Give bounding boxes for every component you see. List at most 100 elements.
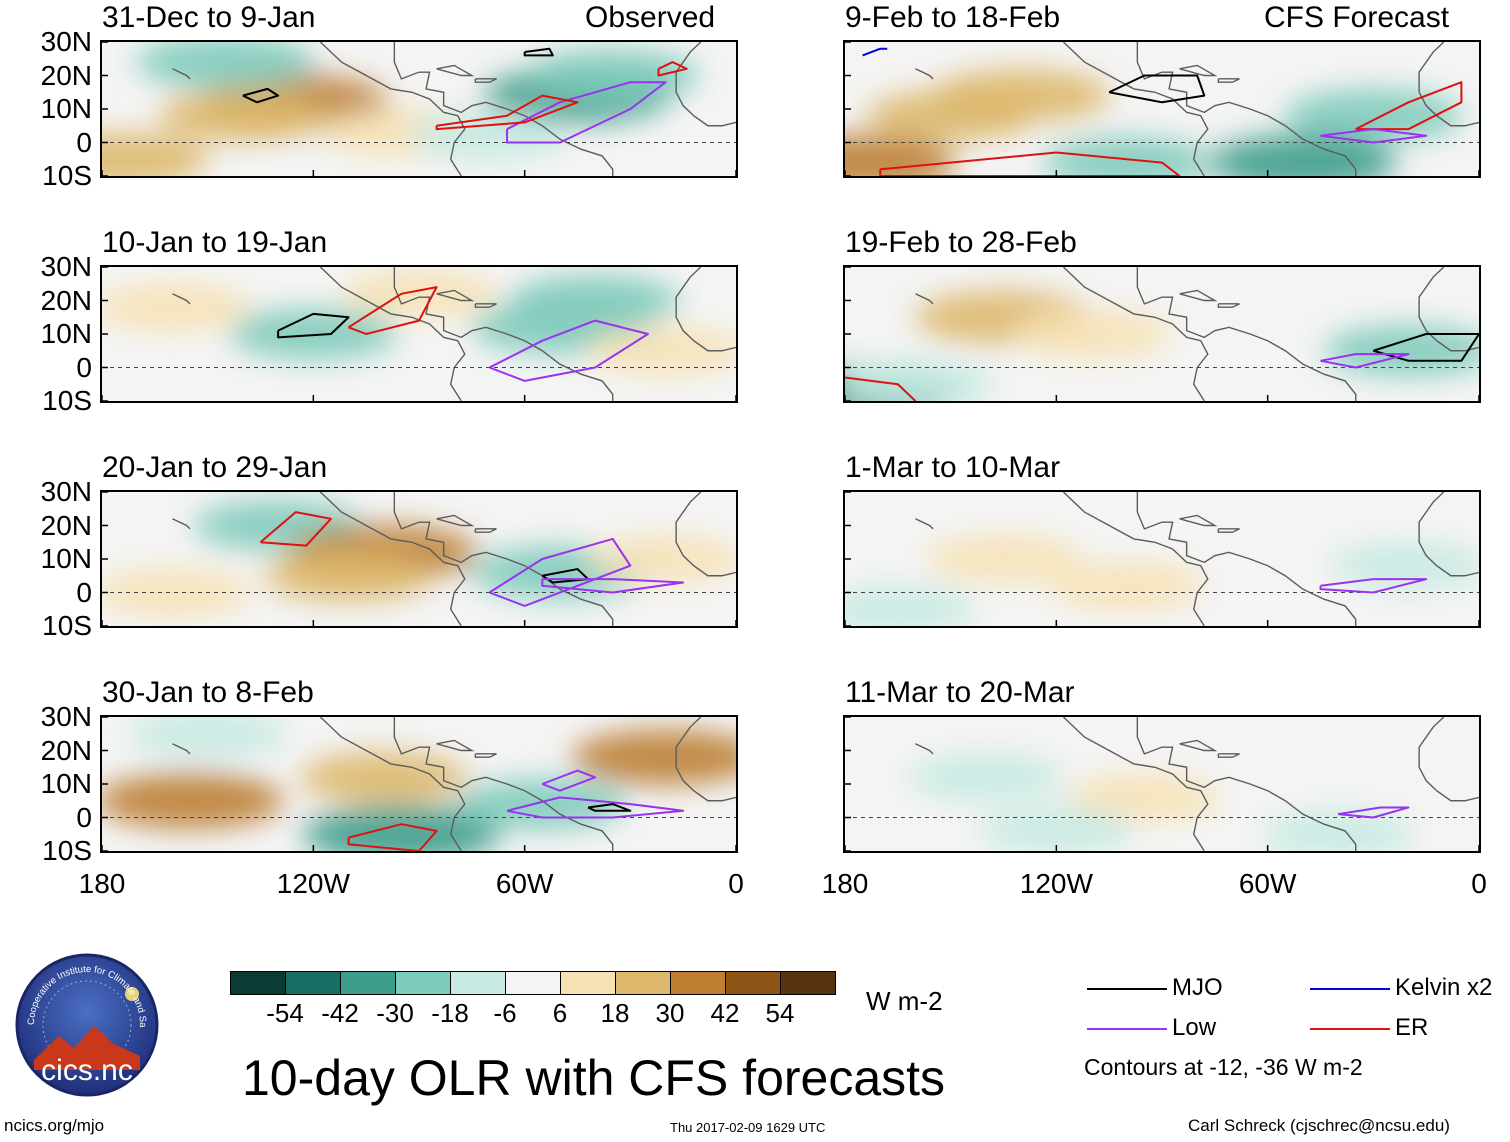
coastline — [319, 492, 466, 626]
olr-anomaly-blob — [585, 326, 736, 376]
contour-low — [1320, 353, 1410, 369]
contour-er — [348, 286, 438, 335]
colorbar-swatch — [780, 971, 836, 995]
panel-map-svg — [102, 42, 736, 176]
legend-line-low — [1087, 1028, 1167, 1030]
colorbar-label: -6 — [493, 998, 517, 1028]
panel-period-title: 10-Jan to 19-Jan — [102, 226, 328, 259]
x-tick-label: 180 — [821, 868, 869, 899]
olr-anomaly-blob — [1042, 137, 1212, 176]
y-tick-label: 0 — [76, 801, 92, 833]
colorbar-swatch — [395, 971, 451, 995]
x-tick-label: 60W — [495, 868, 554, 899]
panel-period-title: 31-Dec to 9-Jan — [102, 1, 316, 34]
coastline — [474, 303, 497, 308]
colorbar-label: 54 — [765, 998, 795, 1028]
coastline — [436, 289, 475, 302]
y-tick-label: 10S — [42, 610, 92, 641]
coastline — [1217, 753, 1240, 758]
y-tick-label: 30N — [40, 701, 92, 732]
y-tick-label: 10N — [40, 768, 92, 799]
olr-anomaly-blob — [907, 753, 1064, 802]
contour-low — [506, 796, 685, 819]
coastline — [474, 78, 497, 83]
x-tick-label: 0 — [1471, 868, 1487, 899]
coastline — [319, 267, 466, 401]
colorbar-swatch — [340, 971, 396, 995]
coastline — [474, 528, 497, 533]
map-panel-forecast-2 — [843, 265, 1481, 403]
panel-map-svg — [845, 267, 1479, 401]
olr-anomaly-blob — [866, 90, 1036, 142]
coastline — [675, 492, 736, 577]
colorbar-label: -54 — [266, 998, 304, 1028]
forecast-column-label: CFS Forecast — [1264, 1, 1450, 34]
panel-period-title: 19-Feb to 28-Feb — [845, 226, 1077, 259]
coastline — [1062, 42, 1209, 176]
contour-low — [541, 769, 597, 792]
contour-er — [1355, 81, 1463, 131]
olr-anomaly-blob — [457, 778, 627, 830]
panel-period-title: 30-Jan to 8-Feb — [102, 676, 314, 709]
map-panel-observed-1 — [100, 40, 738, 178]
y-tick-label: 20N — [40, 509, 92, 541]
coastline — [436, 64, 475, 77]
legend-label: Low — [1172, 1014, 1217, 1041]
coastline — [675, 717, 736, 802]
y-tick-label: 30N — [40, 476, 92, 507]
olr-anomaly-blob — [228, 308, 398, 360]
coastline — [675, 267, 736, 352]
contour-mjo — [1373, 333, 1479, 362]
olr-anomaly-blob — [1324, 325, 1479, 377]
coastline — [1217, 528, 1240, 533]
panel-map-svg — [102, 717, 736, 851]
y-tick-label: 0 — [76, 351, 92, 383]
contour-low — [1337, 806, 1410, 819]
map-panel-forecast-3 — [843, 490, 1481, 628]
coastline — [393, 492, 614, 626]
coastline — [1179, 739, 1218, 752]
panel-map-svg — [845, 492, 1479, 626]
y-tick-label: 20N — [40, 734, 92, 766]
panel-map-svg — [845, 42, 1479, 176]
colorbar-label: -42 — [321, 998, 359, 1028]
olr-anomaly-blob — [587, 535, 736, 583]
logo-text: cics.nc — [41, 1054, 133, 1087]
coastline — [1418, 42, 1479, 127]
colorbar-units: W m-2 — [866, 986, 943, 1016]
panel-period-title: 11-Mar to 20-Mar — [845, 676, 1075, 709]
coastline — [1418, 267, 1479, 352]
colorbar-swatch — [560, 971, 616, 995]
cics-logo: Cooperative Institute for Climate and Sa… — [11, 944, 160, 1098]
contour-er — [435, 94, 579, 131]
colorbar-swatch — [725, 971, 781, 995]
contour-low — [488, 537, 632, 607]
footer-url[interactable]: ncics.org/mjo — [4, 1116, 105, 1135]
contour-er — [259, 511, 332, 547]
coastline — [172, 518, 191, 530]
colorbar-swatch — [615, 971, 671, 995]
colorbar-swatch — [670, 971, 726, 995]
coastline — [436, 739, 475, 752]
contour-mjo — [1108, 74, 1206, 104]
panel-period-title: 9-Feb to 18-Feb — [845, 1, 1061, 34]
legend-line-er — [1310, 1028, 1390, 1030]
coastline — [172, 293, 191, 305]
coastline — [1062, 492, 1209, 626]
colorbar-swatch — [505, 971, 561, 995]
olr-anomaly-blob — [1011, 309, 1172, 359]
colorbar-swatch — [450, 971, 506, 995]
contour-mjo — [587, 803, 632, 812]
coastline — [172, 68, 191, 80]
map-panel-observed-3 — [100, 490, 738, 628]
olr-anomaly-blob — [979, 807, 1133, 851]
legend-line-kelvin-x2 — [1310, 988, 1390, 990]
coastline — [393, 42, 614, 176]
legend-line-mjo — [1087, 988, 1167, 990]
coastline — [1062, 267, 1209, 401]
map-panel-observed-4 — [100, 715, 738, 853]
figure-title: 10-day OLR with CFS forecasts — [242, 1050, 946, 1106]
y-tick-label: 10N — [40, 93, 92, 124]
footer-timestamp: Thu 2017-02-09 1629 UTC — [670, 1120, 826, 1135]
olr-anomaly-blob — [1284, 88, 1463, 143]
